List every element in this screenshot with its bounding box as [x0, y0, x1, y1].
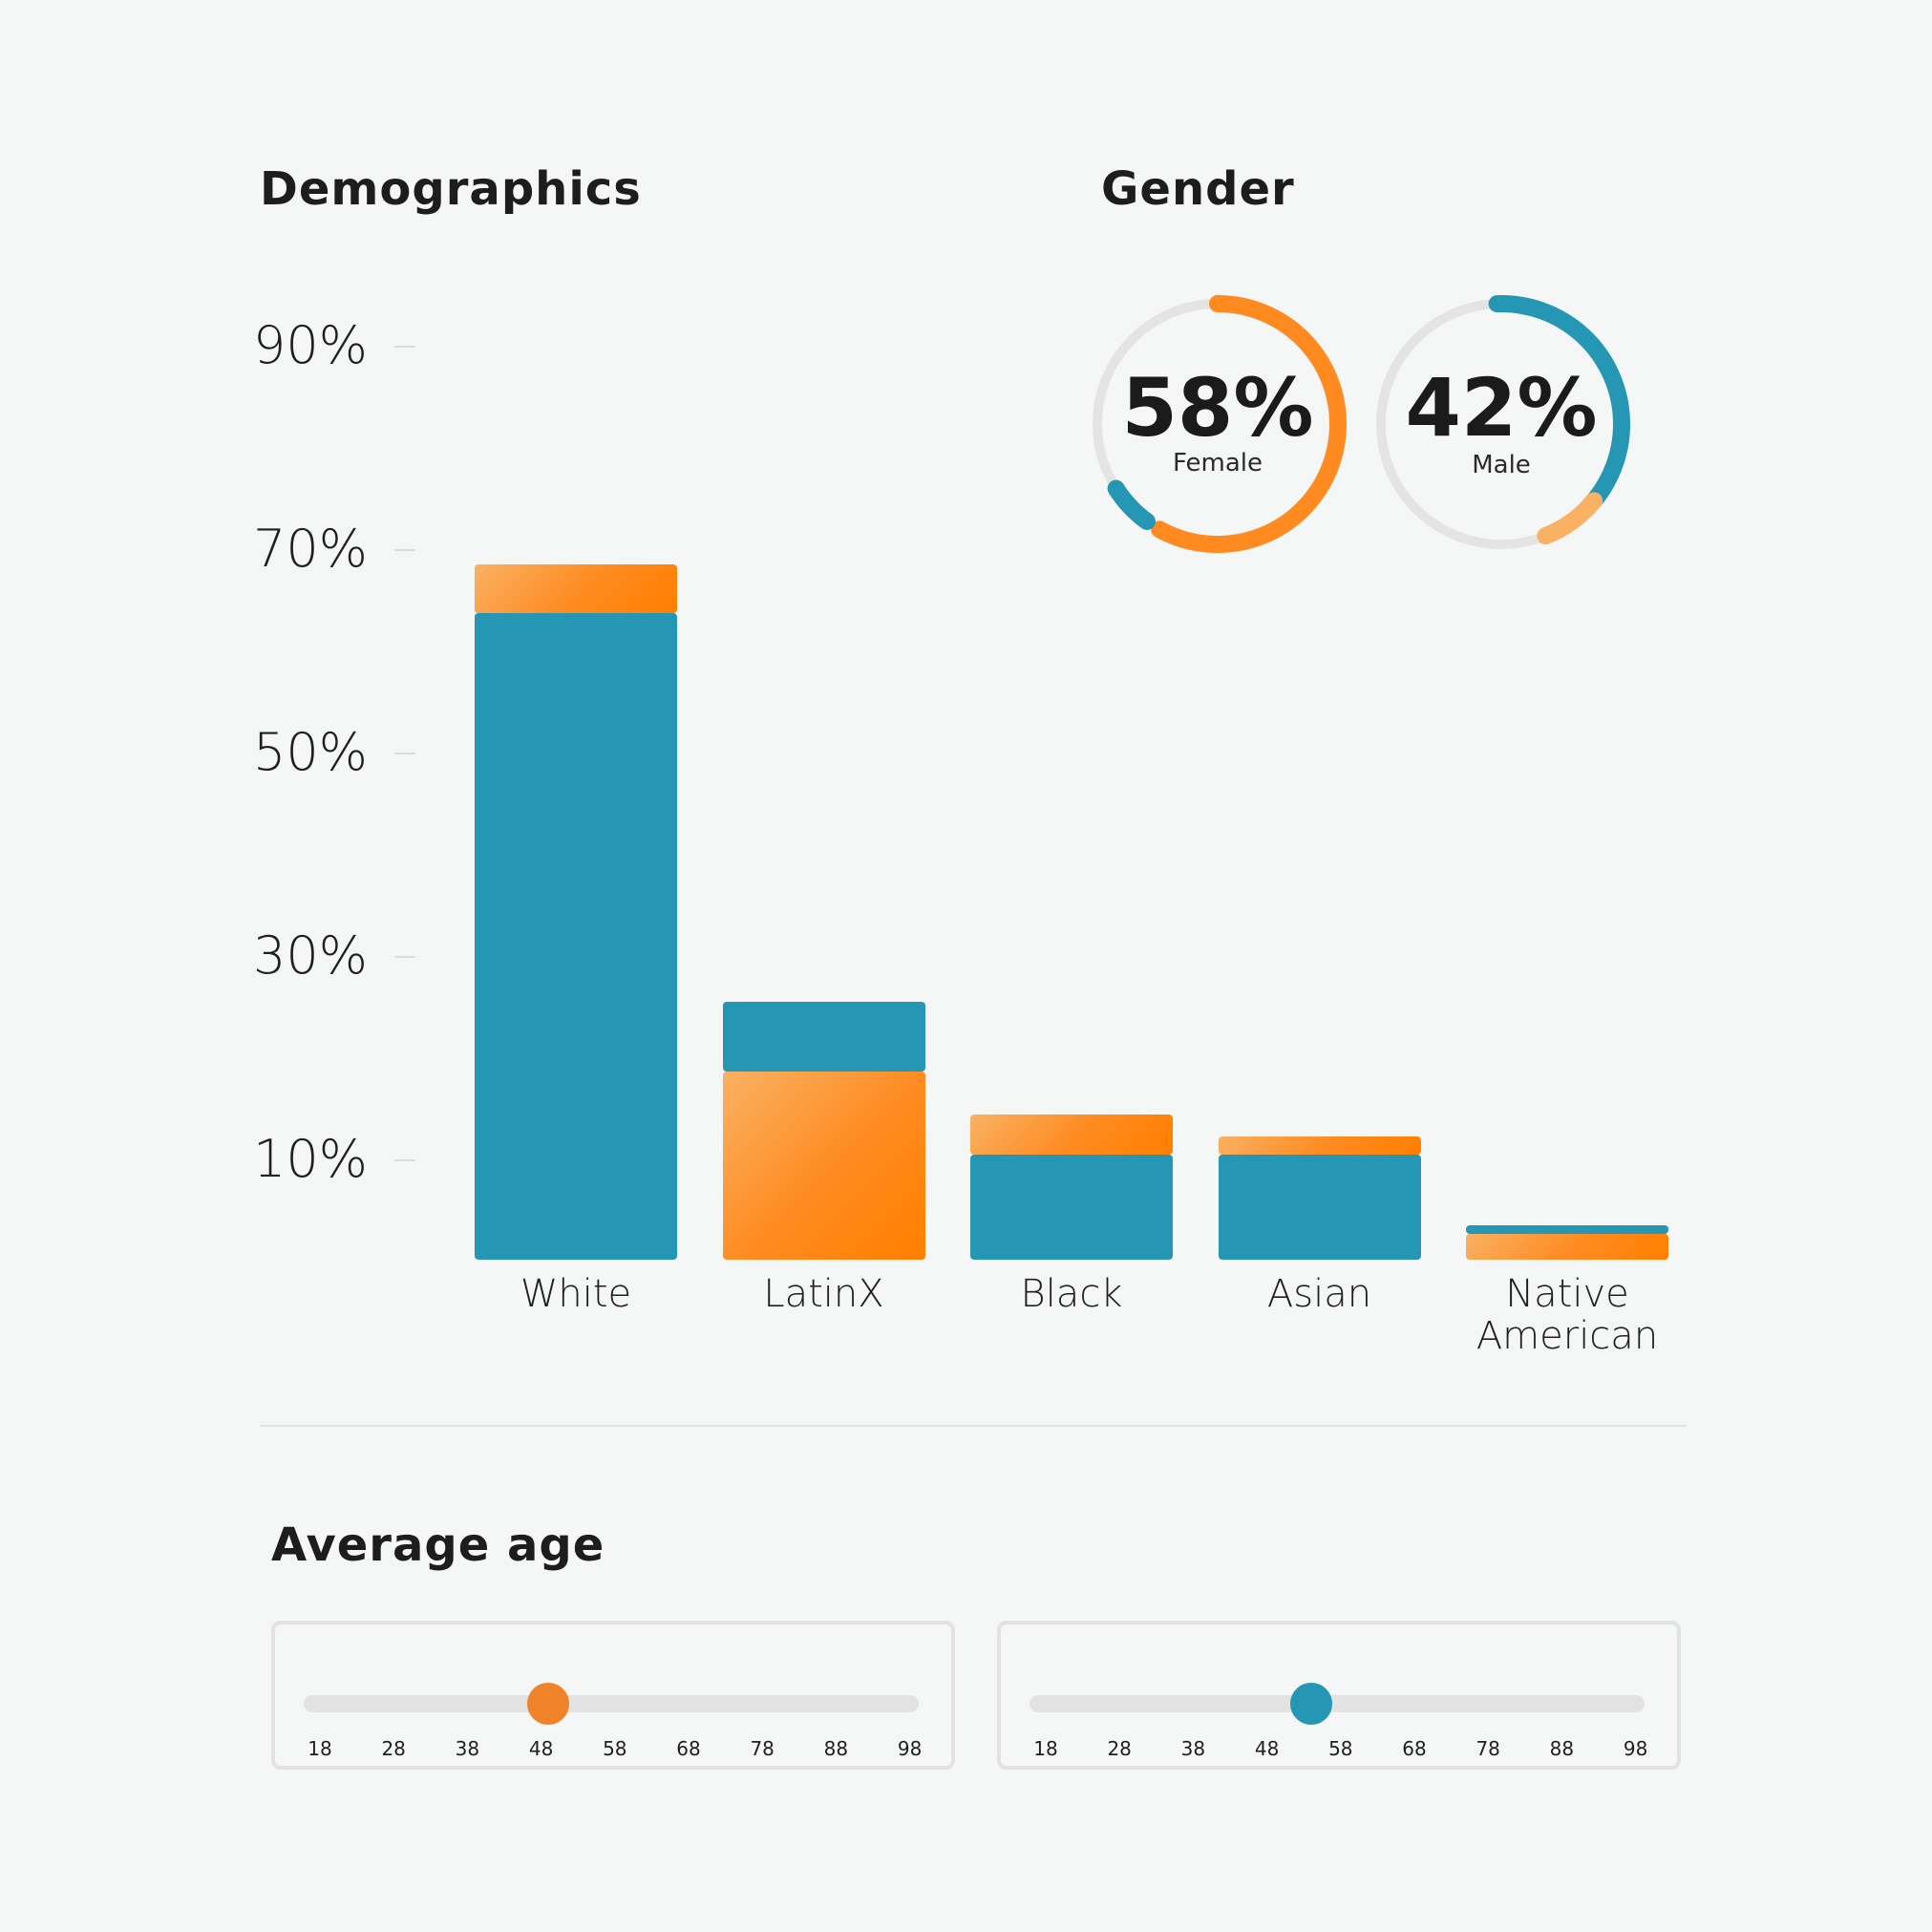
y-tick-mark — [394, 548, 415, 551]
demographics-bar-chart: 90% 70% 50% 30% 10% White LatinX Black Asian Nati… — [252, 314, 1668, 1358]
y-tick-mark — [394, 753, 415, 754]
bar-segment-orange — [475, 563, 677, 614]
female-accent-arc — [1089, 295, 1347, 553]
y-tick-label: 10% — [252, 1129, 368, 1190]
gender-title: Gender — [1101, 162, 1295, 216]
demographics-title: Demographics — [260, 162, 642, 216]
y-tick-label: 70% — [252, 518, 368, 579]
age-tick-label: 88 — [823, 1737, 849, 1760]
section-divider — [260, 1425, 1687, 1427]
y-tick-mark — [394, 1159, 415, 1162]
y-tick-mark — [394, 956, 415, 959]
category-label: White — [520, 1272, 632, 1316]
age-slider-card-1: 18 28 38 48 58 68 78 88 98 — [271, 1621, 955, 1770]
average-age-title: Average age — [271, 1518, 605, 1572]
category-label: LatinX — [763, 1272, 884, 1316]
female-donut-ring — [1089, 295, 1347, 553]
female-label: Female — [1172, 449, 1263, 478]
age-slider-thumb[interactable] — [527, 1683, 570, 1725]
age-tick-label: 98 — [1623, 1737, 1648, 1760]
age-tick-label: 78 — [750, 1737, 775, 1760]
bar-segment-blue — [722, 1002, 925, 1072]
y-tick-label: 90% — [252, 314, 368, 375]
bar-segment-blue — [1466, 1224, 1668, 1235]
bar-segment-orange — [1218, 1136, 1421, 1156]
male-percent: 42% — [1405, 361, 1598, 455]
age-tick-label: 28 — [381, 1737, 406, 1760]
female-percent: 58% — [1121, 361, 1314, 455]
age-tick-label: 28 — [1107, 1737, 1132, 1760]
male-donut: 42% Male — [1368, 290, 1635, 558]
y-tick-mark — [394, 345, 415, 348]
age-tick-label: 98 — [897, 1737, 923, 1760]
age-tick-label: 58 — [1328, 1737, 1353, 1760]
age-tick-label: 48 — [528, 1737, 554, 1760]
age-slider-card-2: 18 28 38 48 58 68 78 88 98 — [997, 1621, 1681, 1770]
bar-segment-orange — [722, 1071, 925, 1260]
age-slider-track[interactable] — [304, 1695, 919, 1712]
female-arc — [1089, 295, 1347, 553]
male-accent-arc — [1372, 295, 1630, 553]
age-slider-track[interactable] — [1030, 1695, 1645, 1712]
male-label: Male — [1472, 451, 1531, 479]
bar-segment-blue — [475, 613, 677, 1260]
age-tick-label: 78 — [1476, 1737, 1500, 1760]
age-tick-label: 58 — [603, 1737, 627, 1760]
age-tick-label: 68 — [676, 1737, 701, 1760]
male-donut-ring — [1372, 294, 1630, 553]
bar-segment-blue — [1218, 1155, 1421, 1260]
female-donut: 58% Female — [1084, 290, 1351, 558]
bar-segment-orange — [970, 1114, 1173, 1156]
bar-segment-orange — [1466, 1234, 1668, 1260]
age-tick-label: 38 — [455, 1737, 480, 1760]
bar-segment-blue — [970, 1155, 1173, 1260]
y-tick-label: 50% — [252, 722, 368, 782]
age-slider-thumb[interactable] — [1289, 1683, 1332, 1725]
y-tick-label: 30% — [252, 925, 368, 987]
category-label: Black — [1020, 1272, 1123, 1316]
category-label: Asian — [1266, 1272, 1372, 1316]
age-tick-label: 18 — [308, 1737, 332, 1760]
male-arc — [1372, 294, 1630, 553]
age-tick-label: 68 — [1402, 1737, 1427, 1760]
age-tick-label: 38 — [1180, 1737, 1206, 1760]
age-tick-label: 88 — [1549, 1737, 1575, 1760]
age-tick-label: 48 — [1254, 1737, 1280, 1760]
age-tick-label: 18 — [1033, 1737, 1058, 1760]
category-label: Native American — [1476, 1272, 1659, 1358]
